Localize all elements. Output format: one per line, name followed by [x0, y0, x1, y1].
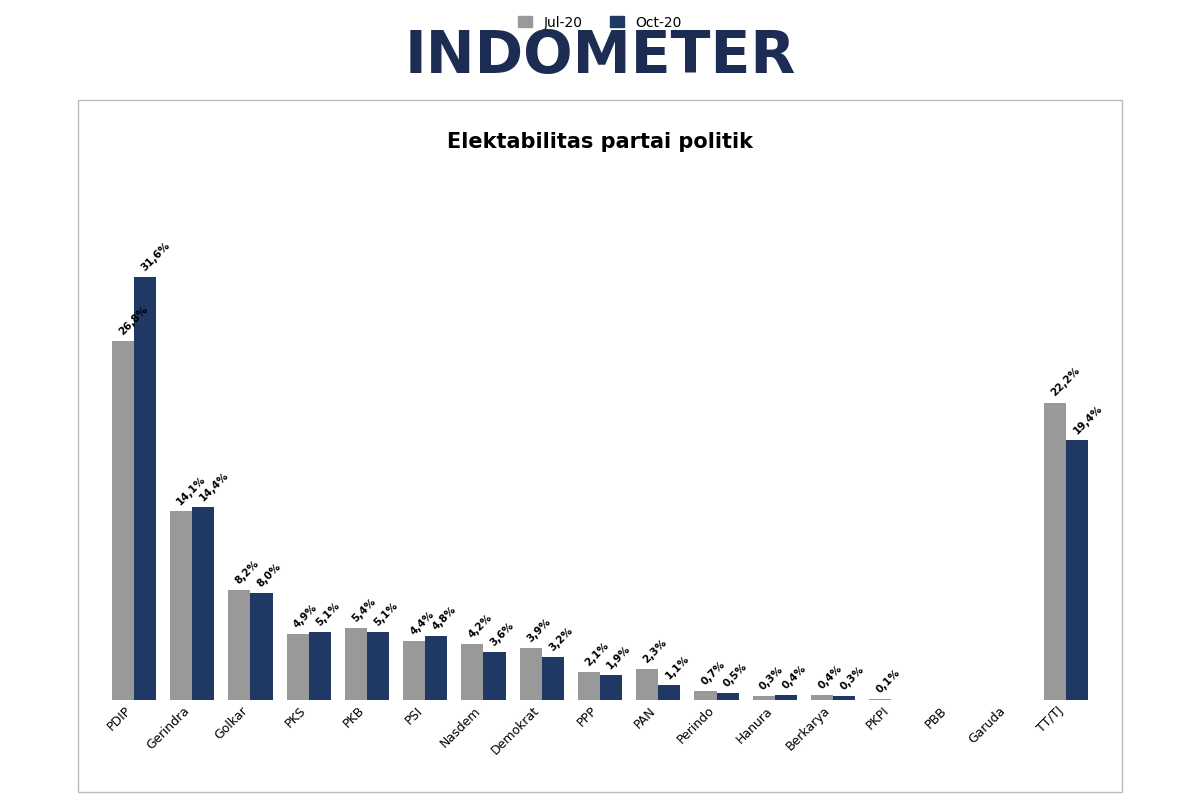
- Text: 4,9%: 4,9%: [292, 602, 319, 630]
- Bar: [251, 593, 272, 700]
- Bar: [1044, 402, 1066, 700]
- Bar: [425, 636, 448, 700]
- Bar: [811, 694, 833, 700]
- Bar: [403, 641, 425, 700]
- Text: 0,3%: 0,3%: [758, 664, 785, 692]
- Text: 4,2%: 4,2%: [467, 612, 494, 640]
- Text: 26,8%: 26,8%: [116, 304, 150, 337]
- Text: 0,1%: 0,1%: [875, 667, 902, 694]
- Bar: [308, 632, 331, 700]
- Text: 0,7%: 0,7%: [700, 659, 727, 686]
- Bar: [833, 696, 856, 700]
- Bar: [636, 669, 659, 700]
- Bar: [695, 690, 716, 700]
- Text: 19,4%: 19,4%: [1072, 403, 1104, 436]
- Text: 0,4%: 0,4%: [816, 663, 844, 690]
- Text: 8,2%: 8,2%: [234, 558, 262, 586]
- Text: 2,1%: 2,1%: [583, 640, 611, 668]
- Text: 8,0%: 8,0%: [256, 562, 283, 589]
- Bar: [659, 686, 680, 700]
- Text: 2,3%: 2,3%: [641, 638, 668, 665]
- Bar: [287, 634, 308, 700]
- Text: 3,9%: 3,9%: [524, 616, 552, 644]
- Text: 1,1%: 1,1%: [664, 654, 691, 682]
- Text: 1,9%: 1,9%: [605, 643, 632, 670]
- Bar: [520, 648, 541, 700]
- Text: 0,5%: 0,5%: [721, 662, 749, 690]
- Text: 22,2%: 22,2%: [1049, 366, 1082, 398]
- Bar: [170, 511, 192, 700]
- Bar: [461, 644, 484, 700]
- Text: 4,8%: 4,8%: [431, 604, 458, 632]
- Text: 14,1%: 14,1%: [175, 474, 208, 507]
- Text: INDOMETER: INDOMETER: [404, 28, 796, 85]
- Text: 5,1%: 5,1%: [314, 600, 342, 628]
- Bar: [716, 694, 739, 700]
- Bar: [752, 696, 775, 700]
- Text: 0,3%: 0,3%: [839, 664, 866, 692]
- Text: 0,4%: 0,4%: [780, 663, 808, 690]
- Text: 3,6%: 3,6%: [488, 620, 516, 648]
- Text: 3,2%: 3,2%: [547, 626, 575, 653]
- Bar: [578, 672, 600, 700]
- Bar: [541, 657, 564, 700]
- Bar: [484, 652, 505, 700]
- Text: 5,4%: 5,4%: [350, 596, 378, 624]
- Bar: [228, 590, 251, 700]
- Text: 5,1%: 5,1%: [372, 600, 400, 628]
- Bar: [1066, 440, 1088, 700]
- Bar: [134, 277, 156, 700]
- Legend: Jul-20, Oct-20: Jul-20, Oct-20: [512, 10, 688, 35]
- Text: 4,4%: 4,4%: [408, 610, 436, 637]
- Bar: [775, 694, 797, 700]
- Text: 14,4%: 14,4%: [197, 470, 230, 503]
- Bar: [192, 507, 215, 700]
- Bar: [112, 341, 134, 700]
- Bar: [600, 674, 622, 700]
- Bar: [344, 628, 367, 700]
- Text: 31,6%: 31,6%: [139, 240, 172, 273]
- Bar: [869, 698, 892, 700]
- Text: Elektabilitas partai politik: Elektabilitas partai politik: [446, 132, 754, 152]
- Bar: [367, 632, 389, 700]
